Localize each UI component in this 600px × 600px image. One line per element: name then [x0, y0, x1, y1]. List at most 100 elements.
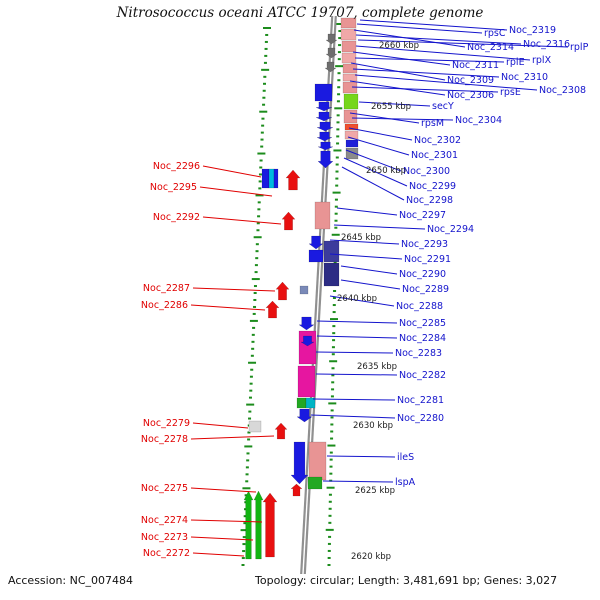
- gene-feature-arrow-down[interactable]: [300, 335, 315, 347]
- gene-feature-box[interactable]: [298, 330, 317, 365]
- gene-label[interactable]: lspA: [395, 477, 416, 488]
- gene-feature-arrow-down[interactable]: [315, 101, 333, 112]
- gene-label[interactable]: rplX: [532, 55, 552, 66]
- gene-label[interactable]: Noc_2273: [141, 532, 188, 543]
- gene-feature-box[interactable]: [314, 83, 333, 102]
- gene-feature-box[interactable]: [342, 63, 358, 74]
- gene-label[interactable]: Noc_2319: [509, 25, 556, 36]
- gene-feature-arrow-up[interactable]: [262, 492, 278, 558]
- gene-label[interactable]: rpsE: [500, 87, 521, 98]
- gene-feature-box[interactable]: [343, 93, 359, 110]
- gene-label[interactable]: Noc_2298: [406, 195, 453, 206]
- gene-label[interactable]: Noc_2278: [141, 434, 188, 445]
- gene-label[interactable]: rplP: [570, 42, 589, 53]
- gene-label[interactable]: Noc_2274: [141, 515, 188, 526]
- tick-mark: [332, 304, 336, 307]
- gene-feature-arrow-down[interactable]: [325, 47, 338, 59]
- gene-feature-arrow-up[interactable]: [274, 422, 288, 440]
- gene-feature-arrow-down[interactable]: [298, 316, 315, 331]
- gene-label[interactable]: Noc_2306: [447, 90, 494, 101]
- gene-feature-box[interactable]: [248, 420, 262, 433]
- gene-label[interactable]: Noc_2314: [467, 42, 514, 53]
- gene-label[interactable]: Noc_2293: [401, 239, 448, 250]
- gene-feature-box[interactable]: [344, 123, 359, 131]
- gene-label[interactable]: Noc_2275: [141, 483, 188, 494]
- gene-feature-box[interactable]: [340, 17, 357, 29]
- gene-label[interactable]: Noc_2302: [414, 135, 461, 146]
- gene-label[interactable]: Noc_2310: [501, 72, 548, 83]
- gene-feature-arrow-down[interactable]: [317, 150, 334, 169]
- gene-feature-box[interactable]: [323, 262, 340, 287]
- gene-label[interactable]: Noc_2285: [399, 318, 446, 329]
- gene-label[interactable]: Noc_2281: [397, 395, 444, 406]
- gene-feature-arrow-down[interactable]: [325, 33, 338, 45]
- gene-label[interactable]: Noc_2316: [523, 39, 570, 50]
- gene-label[interactable]: secY: [432, 101, 454, 112]
- gene-label[interactable]: Noc_2301: [411, 150, 458, 161]
- gene-label[interactable]: Noc_2300: [403, 166, 450, 177]
- gene-feature-box[interactable]: [342, 73, 358, 82]
- gene-feature-box[interactable]: [297, 365, 316, 398]
- gene-label[interactable]: Noc_2272: [143, 548, 190, 559]
- gene-feature-box[interactable]: [296, 397, 307, 409]
- scale-label: 2655 kbp: [371, 102, 411, 112]
- gene-label[interactable]: Noc_2308: [539, 85, 586, 96]
- gene-feature-box[interactable]: [305, 397, 316, 409]
- gene-feature-arrow-down[interactable]: [315, 111, 333, 122]
- gene-feature-arrow-down[interactable]: [290, 441, 309, 485]
- gene-feature-box[interactable]: [308, 249, 324, 263]
- gene-feature-arrow-up[interactable]: [253, 490, 264, 560]
- gene-label[interactable]: Noc_2311: [452, 60, 499, 71]
- gene-feature-box[interactable]: [308, 441, 327, 481]
- gene-feature-arrow-up[interactable]: [243, 490, 254, 560]
- gene-label[interactable]: Noc_2286: [141, 300, 188, 311]
- gene-feature-box[interactable]: [314, 201, 331, 230]
- gene-feature-arrow-up[interactable]: [275, 281, 290, 301]
- gene-feature-box[interactable]: [273, 168, 279, 189]
- gene-label[interactable]: Noc_2279: [143, 418, 190, 429]
- gene-feature-arrow-down[interactable]: [296, 408, 313, 423]
- gene-feature-arrow-down[interactable]: [316, 131, 333, 142]
- gene-feature-box[interactable]: [343, 109, 358, 124]
- gene-feature-arrow-up[interactable]: [281, 211, 296, 231]
- gene-label[interactable]: Noc_2296: [153, 161, 200, 172]
- gene-label[interactable]: Noc_2292: [153, 212, 200, 223]
- gene-feature-arrow-down[interactable]: [308, 235, 324, 250]
- gene-label[interactable]: Noc_2291: [404, 254, 451, 265]
- gene-feature-box[interactable]: [323, 240, 340, 263]
- gene-label[interactable]: Noc_2287: [143, 283, 190, 294]
- gene-feature-box[interactable]: [341, 40, 357, 53]
- gene-feature-box[interactable]: [345, 147, 359, 160]
- gene-feature-box[interactable]: [307, 476, 323, 490]
- gene-feature-arrow-up[interactable]: [265, 300, 280, 319]
- gene-label[interactable]: Noc_2299: [409, 181, 456, 192]
- gene-feature-arrow-up[interactable]: [285, 169, 301, 191]
- gene-feature-arrow-up[interactable]: [290, 483, 303, 497]
- gene-feature-box[interactable]: [345, 139, 359, 148]
- gene-label[interactable]: Noc_2295: [150, 182, 197, 193]
- gene-feature-arrow-down[interactable]: [317, 141, 334, 151]
- gene-feature-box[interactable]: [261, 168, 270, 189]
- gene-feature-box[interactable]: [299, 285, 309, 295]
- gene-feature-arrow-down[interactable]: [324, 61, 337, 73]
- gene-label[interactable]: Noc_2284: [399, 333, 446, 344]
- gene-label[interactable]: rpsM: [421, 118, 444, 129]
- gene-label[interactable]: Noc_2288: [396, 301, 443, 312]
- gene-feature-box[interactable]: [344, 130, 359, 140]
- gene-label[interactable]: Noc_2294: [427, 224, 474, 235]
- gene-feature-box[interactable]: [340, 28, 357, 41]
- gene-feature-box[interactable]: [341, 52, 357, 64]
- gene-feature-box[interactable]: [268, 168, 275, 189]
- gene-label[interactable]: Noc_2297: [399, 210, 446, 221]
- gene-label[interactable]: rpsC: [484, 28, 506, 39]
- gene-label[interactable]: Noc_2283: [395, 348, 442, 359]
- gene-label[interactable]: rplE: [506, 57, 525, 68]
- gene-label[interactable]: ileS: [397, 452, 414, 463]
- gene-label[interactable]: Noc_2309: [447, 75, 494, 86]
- gene-label[interactable]: Noc_2290: [399, 269, 446, 280]
- gene-label[interactable]: Noc_2280: [397, 413, 444, 424]
- gene-feature-arrow-down[interactable]: [316, 121, 334, 132]
- gene-label[interactable]: Noc_2304: [455, 115, 502, 126]
- gene-label[interactable]: Noc_2282: [399, 370, 446, 381]
- gene-label[interactable]: Noc_2289: [402, 284, 449, 295]
